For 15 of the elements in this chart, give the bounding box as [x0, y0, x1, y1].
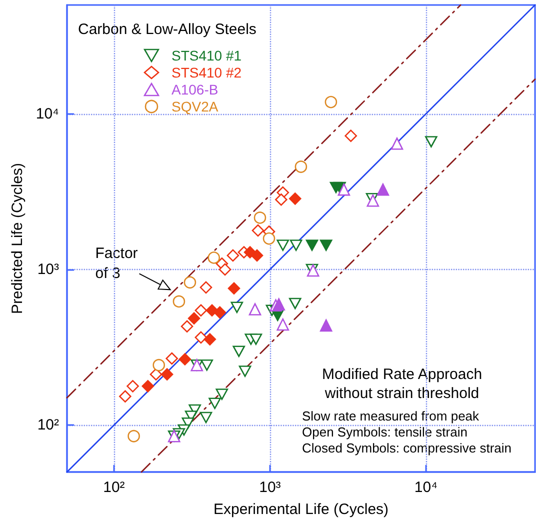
x-tick-label: 10³	[259, 479, 281, 496]
y-tick-label: 10²	[37, 416, 59, 434]
annotation: Modified Rate Approach without strain threshold	[322, 366, 482, 402]
x-axis-title: Experimental Life (Cycles)	[213, 501, 389, 518]
legend-title: Carbon & Low-Alloy Steels	[78, 21, 256, 38]
legend-label: STS410 #2	[172, 64, 242, 80]
legend-label: A106-B	[172, 82, 218, 98]
legend-label: SQV2A	[172, 98, 219, 114]
annotation: Slow rate measured from peak Open Symbols: tensile strain Closed Symbols: compressive strain	[302, 408, 512, 456]
y-tick-label: 10³	[37, 260, 59, 278]
y-axis-title: Predicted Life (Cycles)	[8, 163, 26, 314]
x-tick-label: 10⁴	[414, 479, 438, 496]
legend-label: STS410 #1	[172, 48, 242, 64]
y-tick-label: 10⁴	[36, 105, 59, 122]
x-tick-label: 10²	[103, 479, 125, 496]
